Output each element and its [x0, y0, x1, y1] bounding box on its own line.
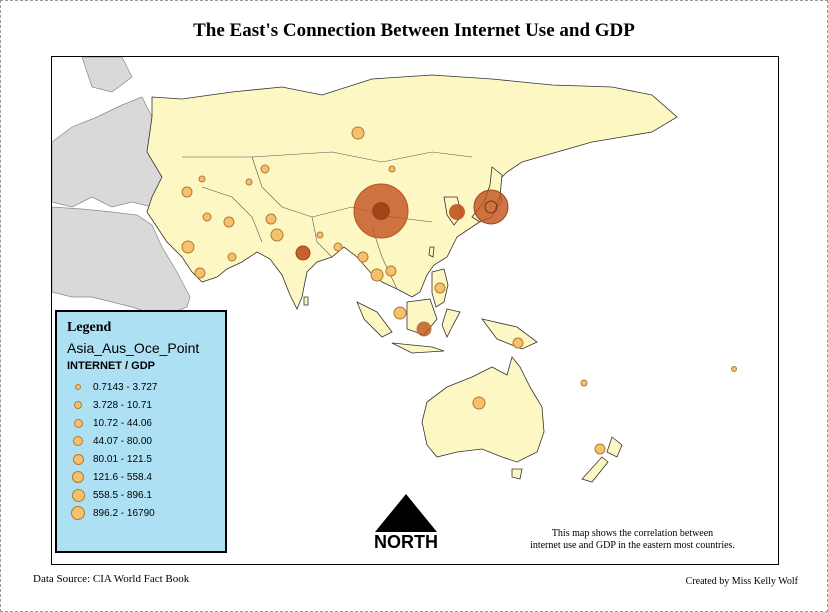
symbol-turkey — [181, 186, 193, 198]
newzealand-landmass — [606, 436, 623, 458]
legend-symbol — [67, 436, 89, 446]
symbol-burma — [357, 251, 369, 263]
legend-symbol — [67, 506, 89, 520]
symbol-yemen — [194, 267, 206, 279]
north-arrow: NORTH — [373, 492, 439, 556]
symbol-png — [512, 337, 524, 349]
symbol-india — [295, 245, 311, 261]
symbol-afghanistan — [265, 213, 277, 225]
symbol-japan-core — [484, 200, 498, 214]
legend-symbol — [67, 418, 89, 428]
map-note-line1: This map shows the correlation between — [551, 528, 714, 539]
scandinavia-landmass — [81, 57, 133, 93]
legend-class-label: 896.2 - 16790 — [93, 507, 155, 519]
legend-field-name: INTERNET / GDP — [67, 360, 156, 372]
symbol-nepal — [316, 231, 324, 239]
sumatra-landmass — [356, 301, 393, 338]
symbol-philippines — [434, 282, 446, 294]
legend-layer-name: Asia_Aus_Oce_Point — [67, 340, 200, 356]
symbol-iran — [223, 216, 235, 228]
australia-landmass — [421, 356, 545, 463]
java-landmass — [391, 342, 445, 354]
symbol-georgia — [198, 175, 206, 183]
legend-class: 80.01 - 121.5 — [67, 450, 215, 468]
legend-class: 3.728 - 10.71 — [67, 396, 215, 414]
legend: Legend Asia_Aus_Oce_Point INTERNET / GDP… — [55, 310, 227, 553]
legend-symbol — [67, 384, 89, 390]
legend-class-label: 3.728 - 10.71 — [93, 399, 152, 411]
symbol-vietnam — [385, 265, 397, 277]
symbol-indonesia — [416, 321, 432, 337]
author-credit: Created by Miss Kelly Wolf — [685, 576, 798, 587]
symbol-solomon — [580, 379, 588, 387]
north-arrow-icon — [375, 494, 437, 532]
symbol-kazakhstan — [260, 164, 270, 174]
symbol-pakistan — [270, 228, 284, 242]
north-arrow-label: NORTH — [374, 532, 438, 552]
tasmania-landmass — [511, 468, 523, 480]
legend-class: 0.7143 - 3.727 — [67, 378, 215, 396]
taiwan-landmass — [428, 246, 435, 258]
symbol-thailand — [370, 268, 384, 282]
legend-class-label: 10.72 - 44.06 — [93, 417, 152, 429]
map-title: The East's Connection Between Internet U… — [193, 20, 635, 41]
legend-symbol — [67, 471, 89, 483]
legend-class-label: 558.5 - 896.1 — [93, 489, 152, 501]
symbol-korea — [449, 204, 465, 220]
symbol-australia — [472, 396, 486, 410]
map-note: This map shows the correlation between i… — [495, 528, 770, 552]
newguinea-landmass — [481, 318, 538, 350]
newzealand-south-landmass — [581, 456, 609, 483]
asia-landmass — [146, 74, 678, 310]
symbol-mongolia — [388, 165, 396, 173]
srilanka-landmass — [303, 296, 309, 306]
symbol-oman — [227, 252, 237, 262]
symbol-malaysia — [393, 306, 407, 320]
africa-landmass — [52, 206, 191, 318]
symbol-fiji — [731, 366, 737, 372]
legend-class-label: 44.07 - 80.00 — [93, 435, 152, 447]
symbol-russia — [351, 126, 365, 140]
symbol-newzealand — [594, 443, 606, 455]
map-canvas — [52, 57, 737, 483]
symbol-bangladesh — [333, 242, 343, 252]
symbol-china-core — [372, 202, 390, 220]
data-source: Data Source: CIA World Fact Book — [33, 573, 190, 585]
legend-class-label: 121.6 - 558.4 — [93, 471, 152, 483]
symbol-uzbekistan — [245, 178, 253, 186]
sulawesi-landmass — [441, 308, 461, 338]
legend-class: 10.72 - 44.06 — [67, 414, 215, 432]
legend-symbol — [67, 453, 89, 465]
symbols — [181, 126, 737, 455]
legend-symbol — [67, 401, 89, 409]
symbol-japan — [473, 189, 509, 225]
symbol-iraq — [202, 212, 212, 222]
legend-title: Legend — [67, 320, 112, 335]
legend-class-label: 0.7143 - 3.727 — [93, 381, 158, 393]
legend-class: 121.6 - 558.4 — [67, 468, 215, 486]
map-note-line2: internet use and GDP in the eastern most… — [530, 540, 735, 551]
legend-class: 558.5 - 896.1 — [67, 486, 215, 504]
legend-class-label: 80.01 - 121.5 — [93, 453, 152, 465]
legend-class: 44.07 - 80.00 — [67, 432, 215, 450]
symbol-saudi — [181, 240, 195, 254]
legend-symbol — [67, 488, 89, 502]
legend-class: 896.2 - 16790 — [67, 504, 215, 522]
